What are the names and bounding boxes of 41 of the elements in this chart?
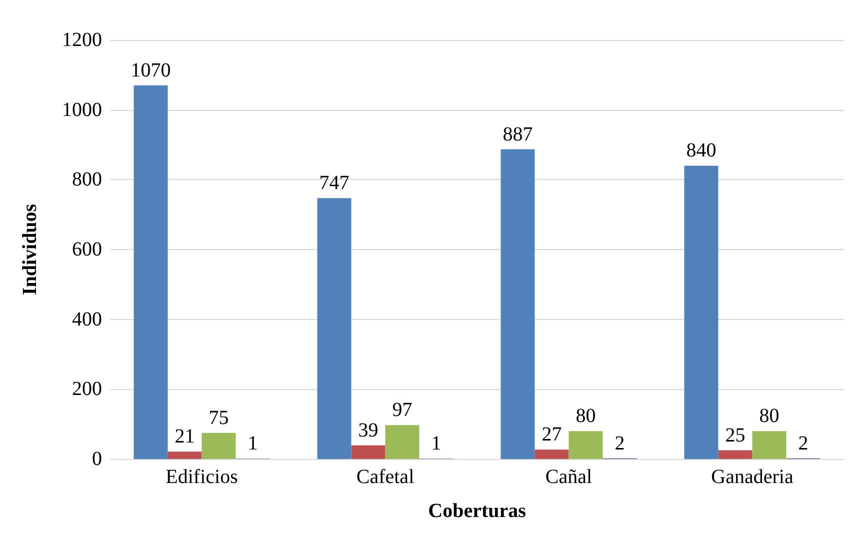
data-label: 80 xyxy=(759,405,780,428)
data-label: 1 xyxy=(431,432,442,455)
x-tick-label: Ganaderia xyxy=(711,466,794,488)
bar xyxy=(534,450,569,459)
y-tick-label: 400 xyxy=(72,308,102,330)
bar xyxy=(385,425,420,459)
data-label: 80 xyxy=(576,405,596,428)
data-label: 887 xyxy=(502,123,533,146)
y-tick-label: 1200 xyxy=(62,29,102,51)
y-tick-label: 200 xyxy=(72,378,102,400)
bar xyxy=(317,198,352,459)
x-axis-title: Coberturas xyxy=(428,500,526,522)
x-tick-label: Cafetal xyxy=(356,466,415,488)
bar xyxy=(684,166,718,459)
bar xyxy=(718,450,752,459)
bar xyxy=(568,431,603,459)
data-label: 27 xyxy=(542,424,562,446)
data-label: 1 xyxy=(248,432,258,455)
bar xyxy=(202,432,236,459)
bar xyxy=(351,445,386,459)
x-tick-label: Edificios xyxy=(166,466,238,488)
bar xyxy=(500,149,535,459)
bar xyxy=(168,452,202,459)
data-label: 747 xyxy=(319,172,350,194)
data-label: 97 xyxy=(392,399,412,422)
y-tick-label: 600 xyxy=(72,238,102,260)
data-label: 75 xyxy=(208,406,229,429)
y-tick-label: 800 xyxy=(72,168,102,191)
bar xyxy=(752,431,786,459)
data-label: 39 xyxy=(358,419,378,442)
y-tick-label: 1000 xyxy=(62,98,102,121)
y-axis-title: Individuos xyxy=(19,204,41,296)
y-tick-label: 0 xyxy=(92,448,102,470)
bar xyxy=(134,85,168,459)
data-label: 25 xyxy=(725,424,746,446)
data-label: 21 xyxy=(174,426,195,448)
data-label: 2 xyxy=(798,432,808,454)
data-label: 2 xyxy=(614,432,625,454)
data-label: 1070 xyxy=(130,59,171,82)
data-label: 840 xyxy=(686,140,716,162)
x-tick-label: Cañal xyxy=(545,466,593,488)
